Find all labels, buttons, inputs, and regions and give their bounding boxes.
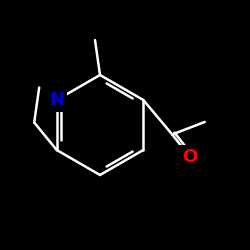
Text: O: O xyxy=(182,148,197,166)
Text: N: N xyxy=(49,91,64,109)
